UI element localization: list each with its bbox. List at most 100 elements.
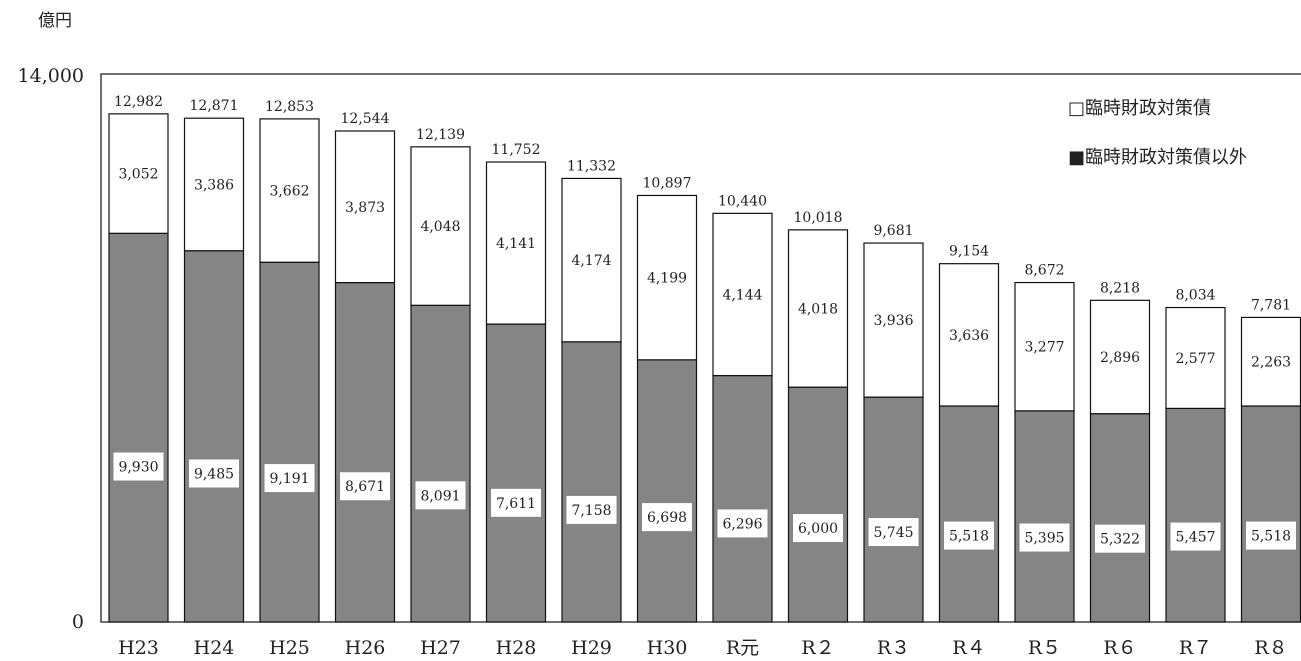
total-label-1: 12,871 — [190, 98, 239, 114]
bar-segment-rinji-igai-9 — [787, 386, 849, 623]
base-value-label-6: 7,158 — [571, 503, 611, 519]
bar-segment-rinji-igai-6 — [561, 341, 622, 623]
total-label-8: 10,440 — [718, 193, 767, 209]
base-label-box-0 — [113, 452, 164, 481]
total-label-15: 7,781 — [1251, 297, 1291, 313]
legend-item-rinji-igai: ■臨時財政対策債以外 — [1068, 147, 1247, 168]
bar-segment-rinji-igai-10 — [863, 396, 924, 623]
bar-segment-rinji-8 — [712, 212, 773, 377]
x-tick-label-3: H26 — [345, 637, 386, 659]
base-label-box-1 — [189, 459, 239, 488]
labels-group: 9,930 3,052 12,982 H23 9,485 3,386 12,871 H24 9,… — [113, 94, 1296, 659]
bar-segment-rinji-igai-0 — [108, 232, 169, 623]
bar-segment-rinji-igai-3 — [334, 281, 396, 623]
bar-segment-rinji-igai-13 — [1089, 413, 1151, 623]
base-value-label-15: 5,518 — [1251, 529, 1291, 545]
x-tick-label-12: R５ — [1028, 637, 1061, 659]
base-value-label-1: 9,485 — [194, 466, 234, 482]
base-label-box-2 — [264, 464, 315, 493]
base-value-label-2: 9,191 — [269, 471, 309, 487]
top-value-label-5: 4,141 — [496, 236, 536, 252]
base-value-label-13: 5,322 — [1100, 532, 1140, 548]
top-value-label-1: 3,386 — [194, 177, 234, 193]
x-tick-label-11: R４ — [952, 637, 985, 659]
top-value-label-14: 2,577 — [1175, 351, 1215, 367]
base-value-label-0: 9,930 — [118, 460, 158, 476]
base-value-label-14: 5,457 — [1175, 530, 1215, 546]
x-tick-label-4: H27 — [420, 637, 461, 659]
bar-segment-rinji-4 — [410, 146, 471, 306]
x-tick-label-13: R６ — [1103, 637, 1136, 659]
base-label-box-9 — [793, 514, 843, 543]
base-label-box-3 — [340, 472, 390, 501]
top-value-label-8: 4,144 — [722, 287, 762, 303]
bar-segment-rinji-11 — [938, 263, 1000, 407]
bar-segment-rinji-igai-8 — [712, 374, 773, 623]
x-tick-label-8: R元 — [726, 637, 759, 659]
top-value-label-4: 4,048 — [420, 219, 460, 235]
x-tick-label-1: H24 — [194, 637, 235, 659]
base-value-label-10: 5,745 — [873, 525, 913, 541]
total-label-6: 11,332 — [567, 158, 616, 174]
bar-segment-rinji-6 — [561, 177, 622, 343]
x-tick-label-9: R２ — [801, 637, 834, 659]
bar-segment-rinji-14 — [1165, 306, 1226, 409]
base-value-label-3: 8,671 — [345, 479, 385, 495]
base-value-label-12: 5,395 — [1024, 531, 1064, 547]
x-tick-label-0: H23 — [118, 637, 159, 659]
base-label-box-6 — [566, 495, 617, 524]
total-label-5: 11,752 — [492, 142, 541, 158]
x-tick-label-2: H25 — [269, 637, 310, 659]
top-value-label-7: 4,199 — [647, 271, 687, 287]
top-value-label-13: 2,896 — [1100, 350, 1140, 366]
top-value-label-11: 3,636 — [949, 328, 989, 344]
x-tick-label-10: R３ — [877, 637, 910, 659]
bar-segment-rinji-igai-14 — [1165, 407, 1226, 623]
top-value-label-10: 3,936 — [873, 313, 913, 329]
bar-segment-rinji-3 — [334, 130, 396, 284]
total-label-0: 12,982 — [114, 94, 163, 110]
total-label-14: 8,034 — [1175, 288, 1215, 304]
bar-segment-rinji-igai-1 — [183, 250, 245, 623]
total-label-3: 12,544 — [341, 111, 390, 127]
total-label-13: 8,218 — [1100, 280, 1140, 296]
top-value-label-0: 3,052 — [118, 167, 158, 183]
bar-segment-rinji-9 — [787, 229, 849, 388]
bar-segment-rinji-15 — [1240, 316, 1301, 407]
bar-segment-rinji-7 — [636, 194, 698, 361]
top-value-label-2: 3,662 — [269, 184, 309, 200]
top-value-label-6: 4,174 — [571, 253, 611, 269]
total-label-11: 9,154 — [949, 244, 989, 260]
bar-segment-rinji-igai-15 — [1240, 405, 1301, 623]
legend-item-rinji: □臨時財政対策債 — [1068, 98, 1211, 119]
x-tick-label-6: H29 — [571, 637, 612, 659]
top-value-label-12: 3,277 — [1024, 340, 1064, 356]
top-value-label-3: 3,873 — [345, 200, 385, 216]
total-label-12: 8,672 — [1024, 263, 1064, 279]
bar-segment-rinji-10 — [863, 242, 924, 398]
base-label-box-11 — [944, 521, 994, 550]
total-label-7: 10,897 — [643, 175, 692, 191]
base-value-label-7: 6,698 — [647, 510, 687, 526]
total-label-9: 10,018 — [794, 210, 843, 226]
bar-segment-rinji-igai-12 — [1014, 410, 1075, 623]
y-unit-label: 億円 — [38, 11, 72, 31]
bars-group — [108, 113, 1301, 623]
top-value-label-9: 4,018 — [798, 302, 838, 318]
bar-segment-rinji-12 — [1014, 281, 1075, 412]
top-value-label-15: 2,263 — [1251, 355, 1291, 371]
bar-segment-rinji-13 — [1089, 299, 1151, 415]
bar-segment-rinji-0 — [108, 113, 169, 234]
total-label-10: 9,681 — [873, 223, 913, 239]
plot-frame — [100, 73, 1301, 623]
legend: □臨時財政対策債 ■臨時財政対策債以外 — [1068, 98, 1247, 168]
x-tick-label-5: H28 — [496, 637, 537, 659]
base-label-box-13 — [1095, 524, 1145, 553]
base-value-label-9: 6,000 — [798, 521, 838, 537]
base-label-box-4 — [415, 481, 466, 510]
y-tick-max: 14,000 — [18, 65, 84, 87]
base-label-box-12 — [1019, 523, 1070, 552]
base-label-box-15 — [1246, 521, 1296, 550]
plot-area — [100, 73, 1301, 623]
